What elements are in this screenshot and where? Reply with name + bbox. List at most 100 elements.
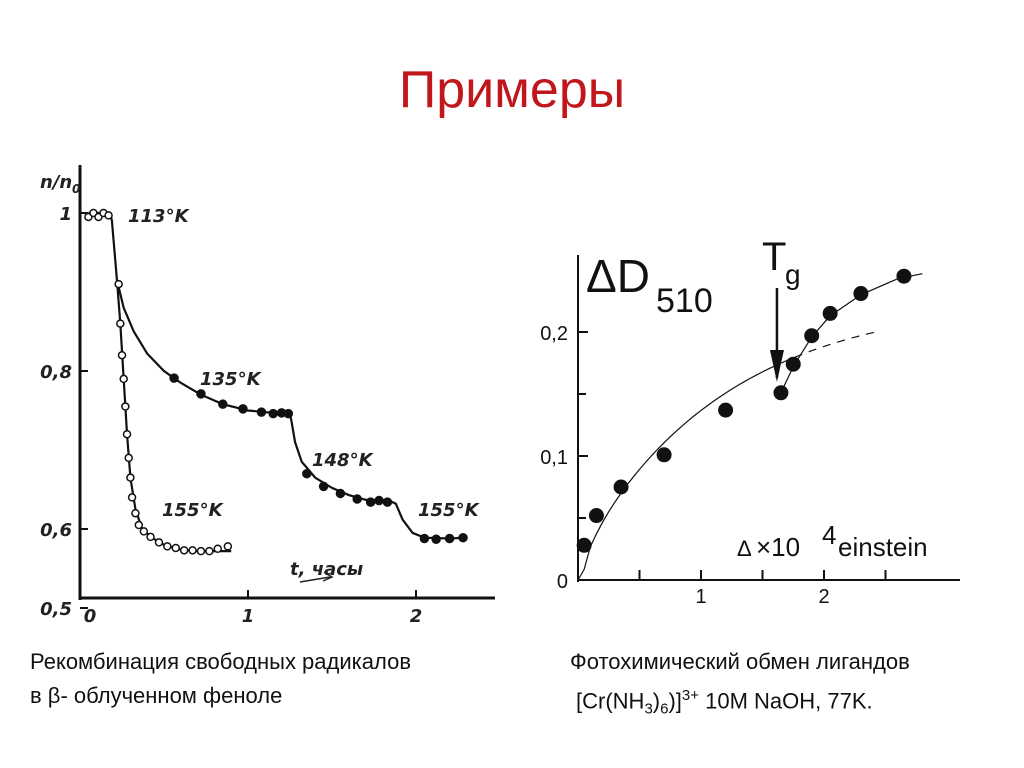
left-data-point [238,404,248,414]
right-data-point [785,356,801,372]
right-y-tick-label: 0,1 [540,447,568,469]
left-caption-line2: в β- облученном феноле [30,683,283,708]
formula-sub2: 6 [660,700,669,718]
left-data-point [104,211,113,220]
series-label-148K: 148°K [312,450,375,471]
right-ylabel: ΔD [586,250,650,302]
right-xlabel-exp: 4 [822,520,836,550]
formula-mid: ) [652,688,661,714]
right-xlabel-delta: Δ [737,536,752,561]
left-data-point [127,493,137,502]
left-data-point [163,542,172,551]
left-data-point [205,546,214,556]
right-data-point [718,402,734,418]
tg-arrowhead [769,350,784,382]
formula-sub1: 3 [644,700,653,718]
left-data-point [419,533,430,544]
left-data-point [256,407,267,417]
left-data-point [146,532,155,542]
left-data-point [124,453,133,463]
left-data-point [223,542,233,551]
left-data-point [374,495,384,506]
left-data-point [196,389,206,399]
left-data-point [122,429,132,439]
left-xlabel-arrow [299,576,331,583]
right-data-point [656,447,672,463]
left-y-ticks: 1 0,8 0,6 0,5 [40,204,88,620]
right-caption-line2: [Cr(NH3)6)]3+ 10M NaOH, 77K. [570,679,910,727]
series-label-155K-a: 155°K [162,500,225,521]
left-y-tick-label: 0,5 [40,599,72,620]
left-data-point [318,481,329,492]
right-y-tick-label: 0,2 [540,323,568,345]
left-caption: Рекомбинация свободных радикалов в β- об… [30,645,411,713]
right-data-point [613,479,629,495]
left-data-point [365,497,376,507]
series-label-135K: 135°K [200,369,263,390]
left-data-point [335,488,346,499]
series-label-113K: 113°K [128,206,191,227]
right-y-ticks: 0 0,1 0,2 [540,323,588,593]
left-points [84,208,468,556]
left-data-point [134,520,144,530]
left-data-point [131,508,140,518]
left-data-point [268,408,278,419]
right-data-point [896,268,912,284]
left-data-point [352,494,362,504]
left-x-tick-label: 0 [84,606,97,627]
left-data-point [188,546,197,555]
left-y-tick-label: 1 [59,204,72,225]
left-data-point [196,546,206,556]
right-data-point [853,286,869,302]
left-data-point [458,532,468,543]
formula-close: )] [668,688,682,714]
left-ylabel: n/n [40,172,72,193]
left-ylabel-sub: 0 [72,182,80,196]
formula-pre: [Cr(NH [576,688,645,714]
left-data-point [444,533,455,544]
left-x-ticks: 0 1 2 [79,590,422,627]
right-data-point [822,305,838,321]
right-curve-lower [577,365,776,581]
left-data-point [431,534,441,545]
left-data-point [126,473,135,482]
left-data-point [302,468,312,479]
right-x-tick-label: 1 [695,586,706,608]
right-data-point [588,508,604,524]
right-data-point [804,328,820,344]
right-xlabel-unit: einstein [838,532,928,562]
right-x-tick-label: 2 [818,586,829,608]
right-caption: Фотохимический обмен лигандов [Cr(NH3)6)… [570,645,910,727]
right-data-point [773,385,789,401]
right-y-tick-label: 0 [557,571,568,593]
left-data-point [179,546,189,555]
right-xlabel-times: ×10 [756,532,800,562]
left-data-point [117,350,127,360]
left-data-point [171,543,181,553]
left-data-point [154,538,164,547]
right-data-point [576,537,592,553]
left-x-tick-label: 1 [242,606,255,627]
page-title: Примеры [398,61,626,119]
series-label-155K-b: 155°K [418,500,481,521]
left-data-point [139,527,149,536]
left-data-point [119,374,128,384]
formula-sup: 3+ [681,687,700,704]
left-data-point [218,399,228,409]
right-caption-line1: Фотохимический обмен лигандов [570,649,910,674]
left-caption-line1: Рекомбинация свободных радикалов [30,649,412,674]
left-xlabel-arrowhead [322,571,334,582]
formula-post: 10M NaOH, 77K. [699,688,873,714]
left-y-tick-label: 0,6 [40,520,72,541]
tg-label: T [762,235,786,279]
right-curve-upper [780,273,923,394]
left-xlabel: t, часы [290,559,363,580]
left-data-point [114,279,123,289]
left-data-point [116,319,125,328]
left-data-point [283,408,294,419]
right-points [576,268,912,553]
left-data-point [169,373,179,383]
